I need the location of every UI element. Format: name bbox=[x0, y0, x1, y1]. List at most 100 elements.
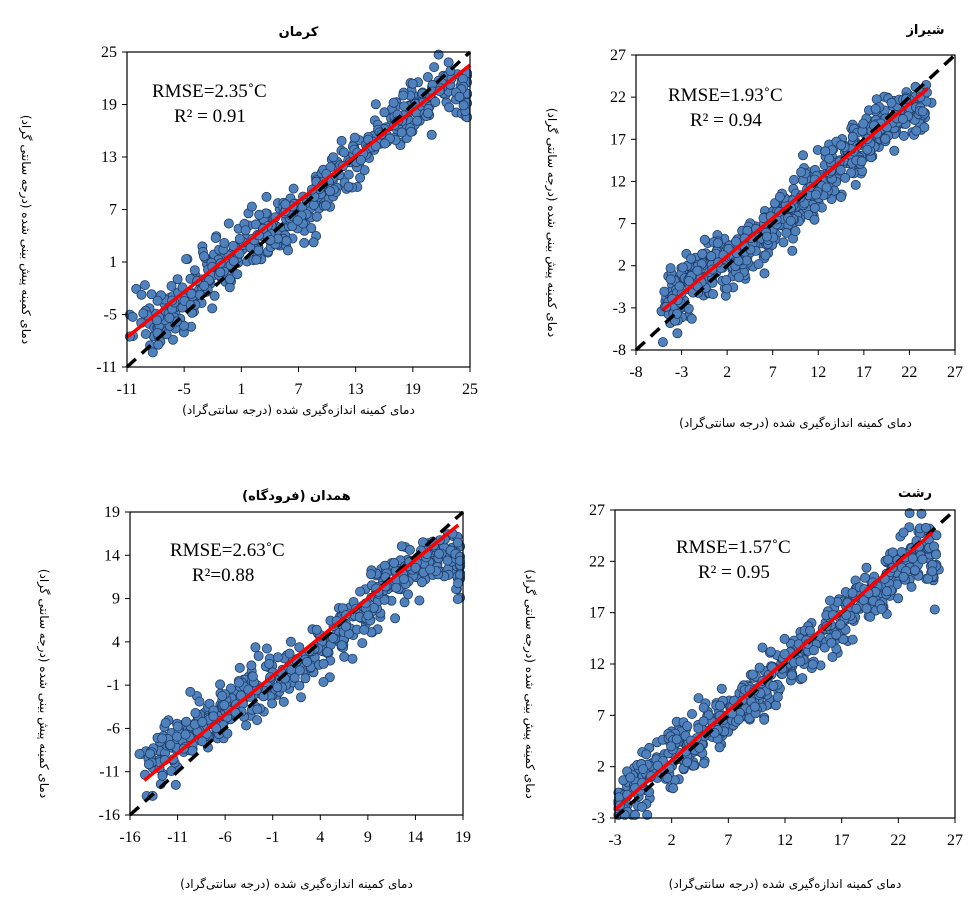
scatter-point bbox=[907, 553, 918, 564]
scatter-point bbox=[929, 604, 940, 615]
tick-label-x: -6 bbox=[218, 829, 231, 846]
scatter-point bbox=[430, 97, 441, 108]
tick-label-x: 1 bbox=[237, 381, 245, 398]
scatter-point bbox=[714, 742, 725, 753]
y-axis-label: دمای کمینه پیش بینی شده (درجه سانتی گراد… bbox=[522, 569, 537, 798]
scatter-point bbox=[692, 265, 703, 276]
scatter-point bbox=[198, 251, 209, 262]
scatter-point bbox=[906, 581, 917, 592]
scatter-point bbox=[422, 72, 433, 83]
scatter-point bbox=[666, 741, 677, 752]
scatter-point bbox=[836, 140, 847, 151]
tick-label-y: 17 bbox=[589, 605, 605, 622]
scatter-point bbox=[426, 129, 437, 140]
scatter-point bbox=[234, 233, 245, 244]
scatter-point bbox=[294, 665, 305, 676]
scatter-point bbox=[272, 682, 283, 693]
scatter-point bbox=[708, 289, 719, 300]
scatter-point bbox=[847, 587, 858, 598]
scatter-point bbox=[294, 642, 305, 653]
scatter-point bbox=[388, 97, 399, 108]
tick-label-x: 4 bbox=[316, 829, 324, 846]
scatter-point bbox=[693, 723, 704, 734]
scatter-point bbox=[222, 728, 233, 739]
rmse-annotation: RMSE=2.35˚C bbox=[152, 81, 267, 102]
scatter-point bbox=[706, 251, 717, 262]
scatter-point bbox=[355, 586, 366, 597]
scatter-point bbox=[250, 219, 261, 230]
tick-label-y: 13 bbox=[101, 149, 117, 166]
tick-label-x: -1 bbox=[266, 829, 279, 846]
scatter-point bbox=[251, 254, 262, 265]
scatter-point bbox=[240, 225, 251, 236]
scatter-point bbox=[625, 772, 636, 783]
scatter-point bbox=[166, 280, 177, 291]
scatter-point bbox=[288, 183, 299, 194]
tick-label-x: 7 bbox=[769, 364, 777, 381]
scatter-point bbox=[657, 337, 668, 348]
scatter-point bbox=[336, 135, 347, 146]
scatter-point bbox=[252, 715, 263, 726]
tick-label-x: -5 bbox=[178, 381, 191, 398]
scatter-point bbox=[870, 103, 881, 114]
scatter-point bbox=[824, 153, 835, 164]
scatter-point bbox=[398, 90, 409, 101]
tick-label-y: 27 bbox=[589, 502, 605, 519]
scatter-point bbox=[336, 640, 347, 651]
tick-label-x: 14 bbox=[407, 829, 423, 846]
scatter-point bbox=[671, 734, 682, 745]
scatter-point bbox=[224, 274, 235, 285]
scatter-point bbox=[194, 696, 205, 707]
scatter-points bbox=[134, 528, 466, 802]
scatter-point bbox=[880, 133, 891, 144]
scatter-point bbox=[682, 757, 693, 768]
chart-panel: -16 -11 -6 -1 4 9 14 19 -16 -11 -6 -1 4 9 14 19 RMSE=2.6… bbox=[36, 488, 471, 892]
tick-label-y: 9 bbox=[112, 591, 120, 608]
tick-label-y: -16 bbox=[99, 807, 120, 824]
scatter-point bbox=[210, 232, 221, 243]
scatter-point bbox=[840, 172, 851, 183]
scatter-point bbox=[904, 508, 915, 519]
tick-label-x: 22 bbox=[901, 364, 917, 381]
scatter-point bbox=[765, 646, 776, 657]
tick-label-y: -8 bbox=[613, 342, 626, 359]
tick-label-y: -3 bbox=[613, 300, 626, 317]
scatter-point bbox=[858, 118, 869, 129]
scatter-point bbox=[865, 611, 876, 622]
scatter-point bbox=[252, 704, 263, 715]
scatter-point bbox=[197, 736, 208, 747]
x-axis-label: دمای کمینه اندازه‌گیری شده (درجه سانتی‌گ… bbox=[180, 877, 413, 892]
scatter-point bbox=[847, 634, 858, 645]
scatter-point bbox=[434, 548, 445, 559]
scatter-point bbox=[398, 574, 409, 585]
scatter-point bbox=[836, 192, 847, 203]
scatter-point bbox=[433, 49, 444, 60]
scatter-point bbox=[809, 202, 820, 213]
scatter-point bbox=[160, 718, 171, 729]
tick-label-x: -3 bbox=[608, 832, 621, 849]
scatter-point bbox=[911, 125, 922, 136]
scatter-point bbox=[682, 721, 693, 732]
scatter-point bbox=[861, 562, 872, 573]
scatter-point bbox=[668, 783, 679, 794]
scatter-point bbox=[697, 248, 708, 259]
scatter-point bbox=[665, 274, 676, 285]
scatter-point bbox=[917, 554, 928, 565]
scatter-point bbox=[693, 693, 704, 704]
rmse-annotation: RMSE=1.57˚C bbox=[676, 537, 791, 558]
scatter-point bbox=[684, 275, 695, 286]
tick-label-x: 22 bbox=[890, 832, 906, 849]
scatter-point bbox=[396, 541, 407, 552]
tick-label-y: 14 bbox=[104, 547, 120, 564]
scatter-point bbox=[139, 280, 150, 291]
scatter-point bbox=[699, 234, 710, 245]
scatter-point bbox=[396, 127, 407, 138]
scatter-point bbox=[343, 169, 354, 180]
scatter-point bbox=[662, 772, 673, 783]
scatter-point bbox=[774, 191, 785, 202]
scatter-point bbox=[674, 281, 685, 292]
scatter-point bbox=[453, 578, 464, 589]
tick-label-y: -6 bbox=[107, 720, 120, 737]
